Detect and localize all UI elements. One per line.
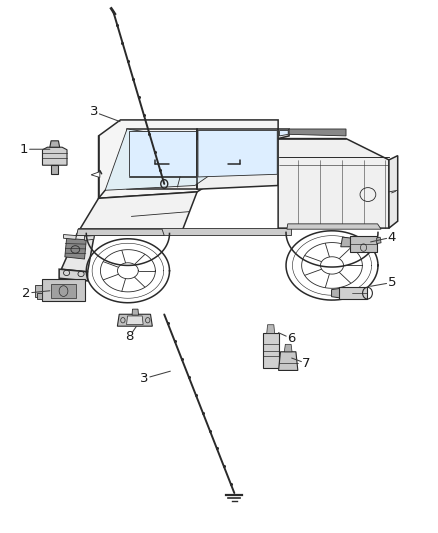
Polygon shape (117, 314, 152, 326)
Polygon shape (341, 237, 350, 247)
Polygon shape (279, 131, 288, 136)
Polygon shape (85, 236, 94, 240)
Polygon shape (61, 235, 94, 272)
Polygon shape (59, 269, 88, 281)
Polygon shape (51, 165, 58, 174)
Polygon shape (65, 238, 86, 259)
Polygon shape (51, 285, 76, 298)
Polygon shape (42, 147, 67, 165)
Polygon shape (35, 286, 42, 297)
Text: 7: 7 (302, 357, 311, 370)
Polygon shape (198, 131, 277, 177)
Polygon shape (289, 129, 346, 136)
Polygon shape (284, 344, 292, 352)
Polygon shape (350, 236, 377, 252)
Polygon shape (287, 224, 381, 229)
Polygon shape (263, 334, 279, 368)
Polygon shape (132, 309, 138, 315)
Polygon shape (77, 192, 197, 235)
Polygon shape (42, 279, 85, 301)
Polygon shape (377, 237, 381, 244)
Polygon shape (127, 316, 143, 325)
Text: 1: 1 (20, 143, 28, 156)
Text: 8: 8 (125, 330, 134, 343)
Polygon shape (279, 352, 298, 370)
Text: 2: 2 (22, 287, 31, 300)
Polygon shape (339, 287, 367, 299)
Polygon shape (278, 139, 389, 228)
Polygon shape (389, 156, 398, 228)
Polygon shape (37, 293, 42, 299)
Polygon shape (91, 172, 100, 177)
Polygon shape (267, 325, 275, 334)
Text: 5: 5 (388, 276, 396, 289)
Polygon shape (99, 120, 278, 198)
Text: 4: 4 (388, 231, 396, 244)
Polygon shape (64, 235, 76, 239)
Polygon shape (129, 131, 196, 176)
Polygon shape (50, 141, 60, 147)
Polygon shape (332, 288, 339, 298)
Polygon shape (197, 129, 278, 189)
Polygon shape (78, 228, 291, 235)
Text: 6: 6 (287, 332, 296, 345)
Text: 3: 3 (90, 106, 99, 118)
Polygon shape (278, 129, 289, 139)
Polygon shape (77, 229, 164, 236)
Text: 3: 3 (140, 372, 149, 385)
Polygon shape (105, 129, 250, 190)
Polygon shape (127, 129, 197, 189)
